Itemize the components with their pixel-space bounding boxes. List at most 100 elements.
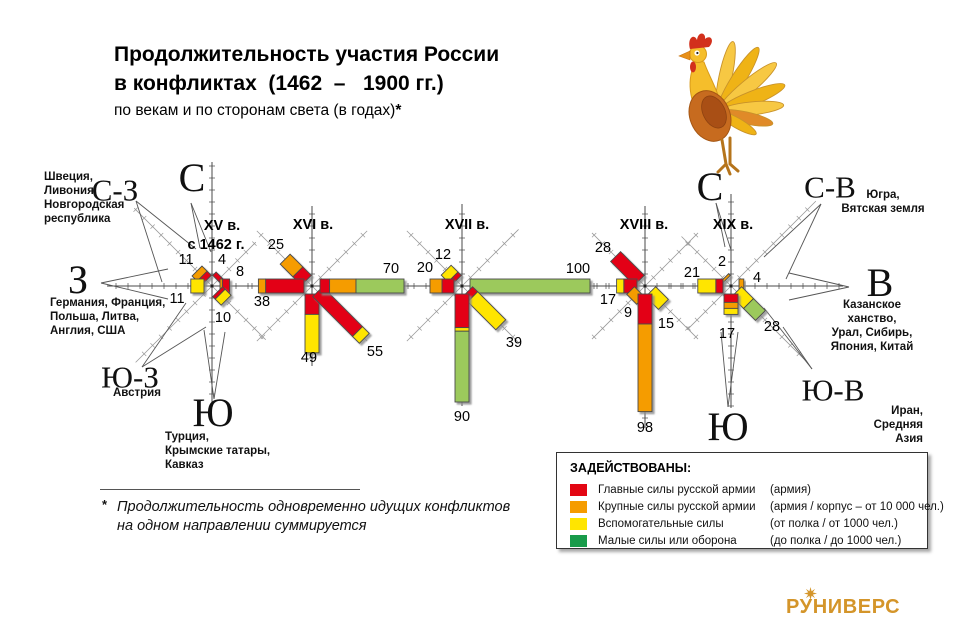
star-arrow [763, 203, 822, 280]
axis-E [731, 283, 843, 289]
rooster-pupil [696, 51, 699, 55]
legend-title: ЗАДЕЙСТВОВАНЫ: [570, 461, 692, 475]
bar-segment-auxiliary [697, 278, 717, 294]
legend-detail: (от полка / от 1000 чел.) [770, 517, 898, 530]
century-label: XVII в. [444, 217, 490, 233]
bar-segment-auxiliary [440, 264, 459, 283]
regions-nw: Швеция, Ливония, Новгородская республика [44, 171, 125, 225]
bar-value-label: 15 [658, 316, 674, 332]
star-arrow [135, 200, 197, 283]
bar-value-label: 4 [753, 270, 761, 286]
regions-ne: Югра, Вятская земля [841, 189, 925, 215]
axis-NE [730, 200, 817, 287]
bar-SE [312, 286, 370, 344]
regions-w: Германия, Франция, Польша, Литва, Англия, … [50, 297, 166, 337]
legend-swatch-small [570, 534, 587, 547]
legend-swatch-large [570, 501, 587, 514]
axis-NE [461, 229, 519, 287]
regions-se: Иран, Средняя Азия [873, 405, 923, 445]
rose-center-dot [643, 284, 647, 288]
bar-W [257, 278, 305, 294]
direction-label-w: З [67, 257, 89, 302]
star-arrow [203, 329, 226, 400]
direction-label-sw: Ю-З [101, 359, 159, 395]
century-note: с 1462 г. [187, 237, 245, 253]
rooster-icon [678, 33, 786, 176]
footnote-line2: на одном направлении суммируется [117, 518, 367, 534]
bar-segment-auxiliary [467, 291, 507, 331]
page-title-line2: в конфликтах (1462 – 1900 гг.) [114, 72, 444, 95]
bar-segment-auxiliary [723, 307, 739, 315]
rose-center-dot [729, 284, 733, 288]
bar-segment-large [329, 278, 357, 294]
regions-e: Казанское ханство, Урал, Сибирь, Япония, К… [830, 299, 914, 353]
bar-segment-main [637, 293, 653, 325]
star-arrow [100, 268, 169, 300]
legend-name: Вспомогательные силы [598, 517, 724, 530]
bar-value-label: 90 [454, 409, 470, 425]
bar-NW [609, 250, 645, 286]
rose-center-dot [210, 284, 214, 288]
bar-segment-main [441, 278, 455, 294]
bar-value-label: 70 [383, 261, 399, 277]
century-label: XIX в. [712, 217, 754, 233]
logo-text: РУНИВЕРС [786, 596, 901, 618]
legend-swatch-auxiliary [570, 517, 587, 530]
footnote-divider [100, 489, 360, 490]
legend-item-large: Крупные силы русской армии (армия / корпу… [570, 499, 944, 516]
direction-label-nw: С-З [91, 172, 139, 208]
century-label: XVI в. [292, 217, 334, 233]
bar-segment-large [429, 278, 443, 294]
bar-S [304, 293, 320, 354]
title-block: Продолжительность участия России в конфл… [114, 40, 499, 120]
legend-detail: (армия / корпус – от 10 000 чел.) [770, 501, 944, 514]
axis-SW [686, 285, 732, 331]
bar-segment-auxiliary [304, 313, 320, 354]
bar-segment-main [715, 278, 724, 294]
bar-segment-main [723, 293, 739, 303]
bar-value-label: 11 [178, 252, 193, 268]
bar-segment-large [279, 253, 304, 278]
bar-segment-small [742, 297, 767, 322]
axis-N [642, 206, 648, 286]
footnote: * Продолжительность одновременно идущих … [100, 489, 530, 536]
bar-segment-main [454, 293, 470, 329]
direction-label-e: В [866, 260, 894, 305]
bar-segment-small [355, 278, 405, 294]
footnote-text: * Продолжительность одновременно идущих … [100, 497, 530, 536]
legend-swatch-main [570, 484, 587, 497]
bar-value-label: 17 [600, 292, 616, 308]
regions-s: Турция, Крымские татары, Кавказ [165, 431, 271, 471]
rooster-legs [716, 136, 740, 176]
star-arrow [715, 202, 732, 251]
bar-value-label: 21 [684, 265, 700, 281]
legend-item-small: Малые силы или оборона (до полка / до 100… [570, 532, 927, 549]
bar-value-label: 28 [764, 319, 780, 335]
bar-segment-large [723, 301, 739, 309]
bar-S [454, 293, 470, 403]
bar-segment-main [265, 278, 305, 294]
legend-rows: Главные силы русской армии (армия) Крупные… [570, 482, 944, 549]
legend-box: ЗАДЕЙСТВОВАНЫ: Главные силы русской арми… [556, 452, 944, 549]
axis-N [728, 194, 734, 286]
bar-segment-auxiliary [351, 325, 370, 344]
footnote-asterisk: * [102, 497, 108, 512]
bar-W [697, 278, 724, 294]
axis-SW [406, 285, 463, 342]
legend-detail: (армия) [770, 484, 812, 497]
bar-segment-small [454, 330, 470, 403]
footnote-line1: Продолжительность одновременно идущих ко… [117, 499, 511, 515]
star-arrow [141, 302, 207, 368]
bar-value-label: 12 [435, 247, 451, 263]
bar-W [190, 278, 205, 294]
bar-value-label: 10 [215, 310, 231, 326]
rooster-beak [678, 50, 691, 61]
rose-center-dot [310, 284, 314, 288]
bar-SE [212, 286, 232, 306]
century-label: XVIII в. [619, 217, 669, 233]
bar-value-label: 55 [367, 344, 383, 360]
direction-label-s-right: Ю [707, 404, 749, 449]
direction-label-n-left: С [178, 155, 206, 200]
bar-segment-small [469, 278, 591, 294]
